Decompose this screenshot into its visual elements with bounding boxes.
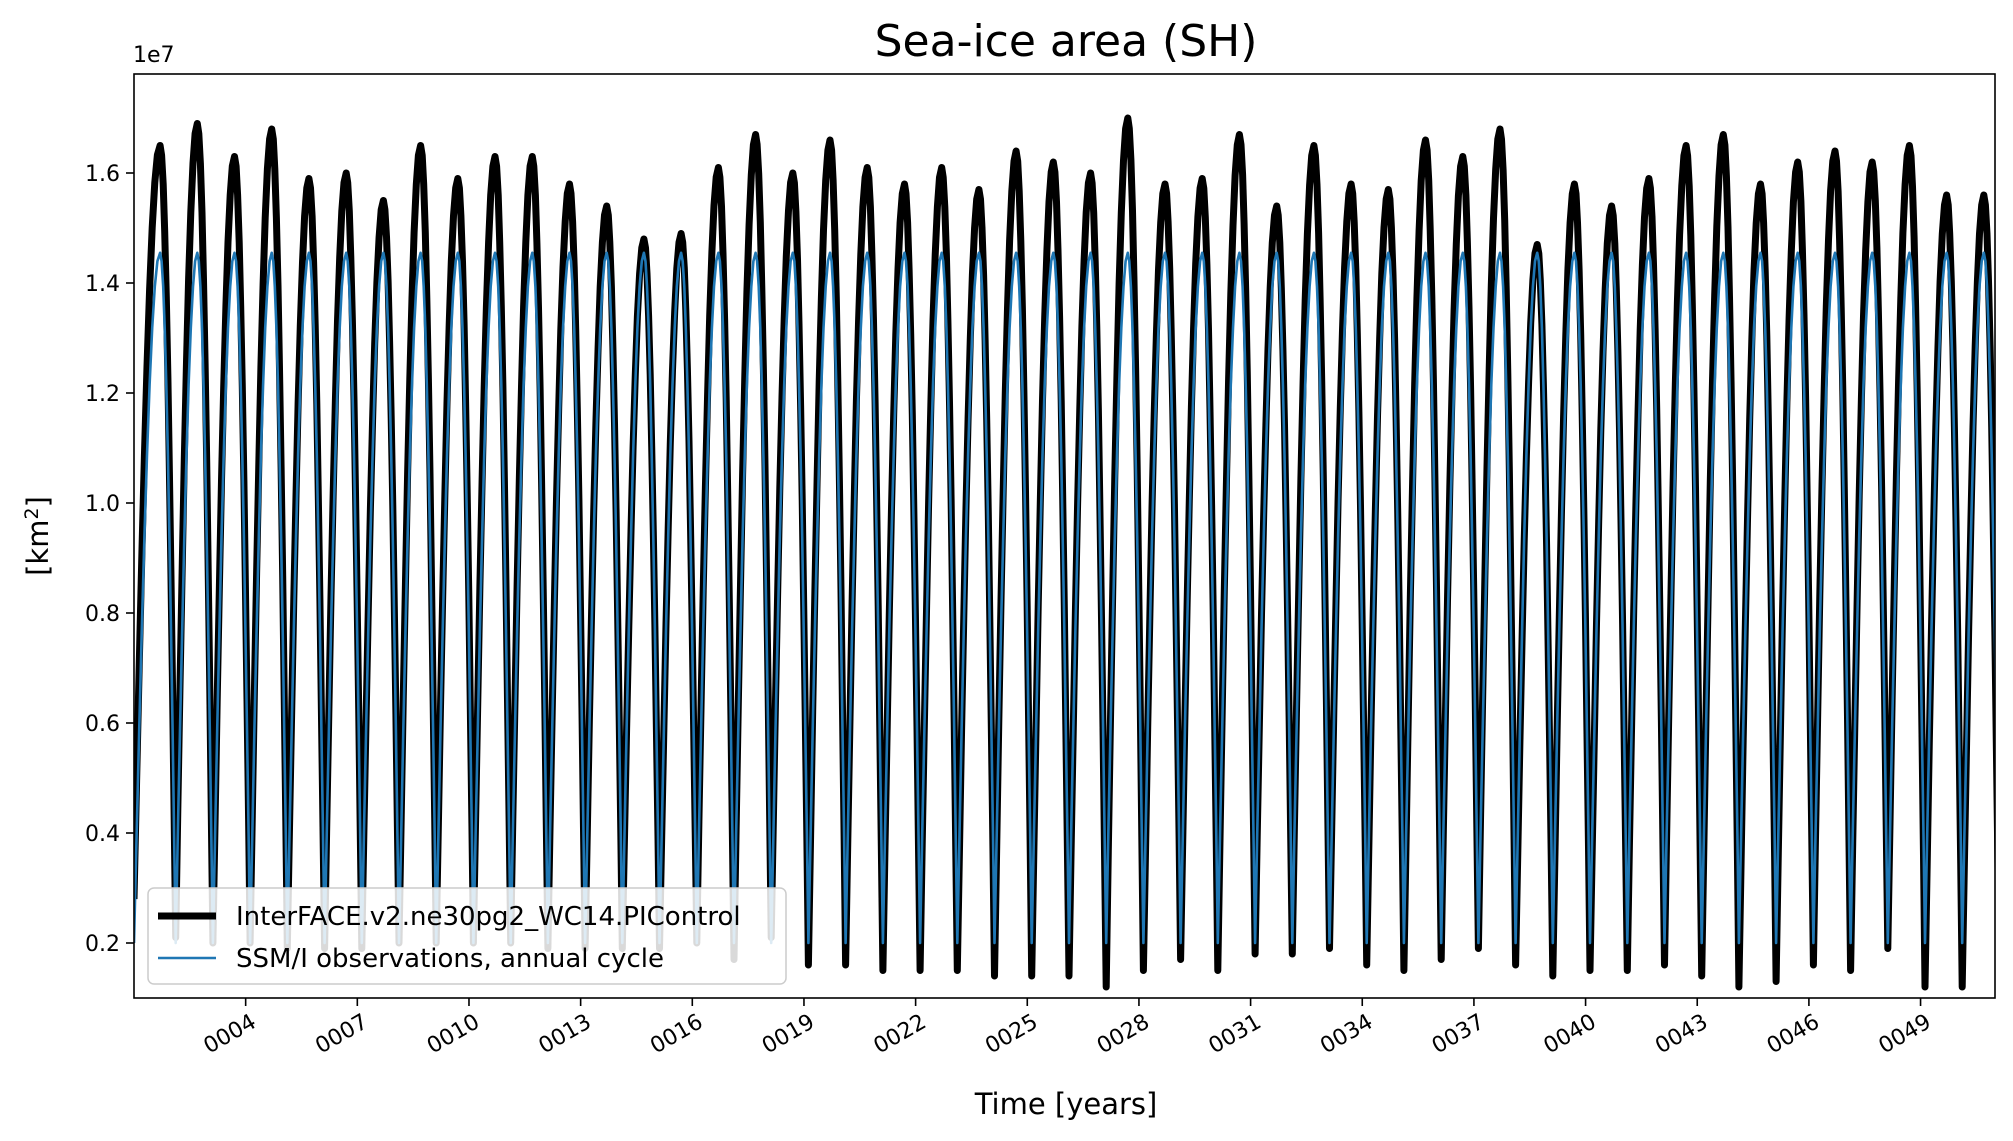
y-tick-label: 1.4	[85, 272, 120, 297]
series-line-observations	[134, 251, 1995, 945]
y-tick-label: 1.6	[85, 162, 120, 187]
y-tick-label: 0.4	[85, 822, 120, 847]
legend-entry-model: InterFACE.v2.ne30pg2_WC14.PIControl	[236, 902, 741, 932]
y-tick-label: 0.8	[85, 602, 120, 627]
y-axis-label-superscript: 2	[21, 507, 43, 519]
legend-entry-observations: SSM/I observations, annual cycle	[236, 944, 664, 974]
legend-box	[147, 887, 787, 985]
y-tick-label: 0.6	[85, 712, 120, 737]
legend: InterFACE.v2.ne30pg2_WC14.PIControl SSM/…	[147, 887, 787, 985]
y-axis-offset-label: 1e7	[133, 43, 175, 68]
y-axis-label-main: [km	[21, 520, 55, 576]
x-axis-label: Time [years]	[974, 1087, 1158, 1121]
plot-frame	[133, 73, 1996, 999]
chart-title: Sea-ice area (SH)	[875, 16, 1258, 67]
series-line-model	[134, 114, 1995, 991]
y-tick-label: 1.2	[85, 382, 120, 407]
plot-area	[134, 114, 1995, 991]
y-tick-label: 1.0	[85, 492, 120, 517]
y-axis: 0.2 0.4 0.6 0.8 1.0 1.2 1.4 1.6	[85, 162, 134, 957]
y-tick-label: 0.2	[85, 932, 120, 957]
y-axis-label: [km2]	[21, 496, 55, 576]
y-axis-label-close: ]	[21, 496, 55, 507]
